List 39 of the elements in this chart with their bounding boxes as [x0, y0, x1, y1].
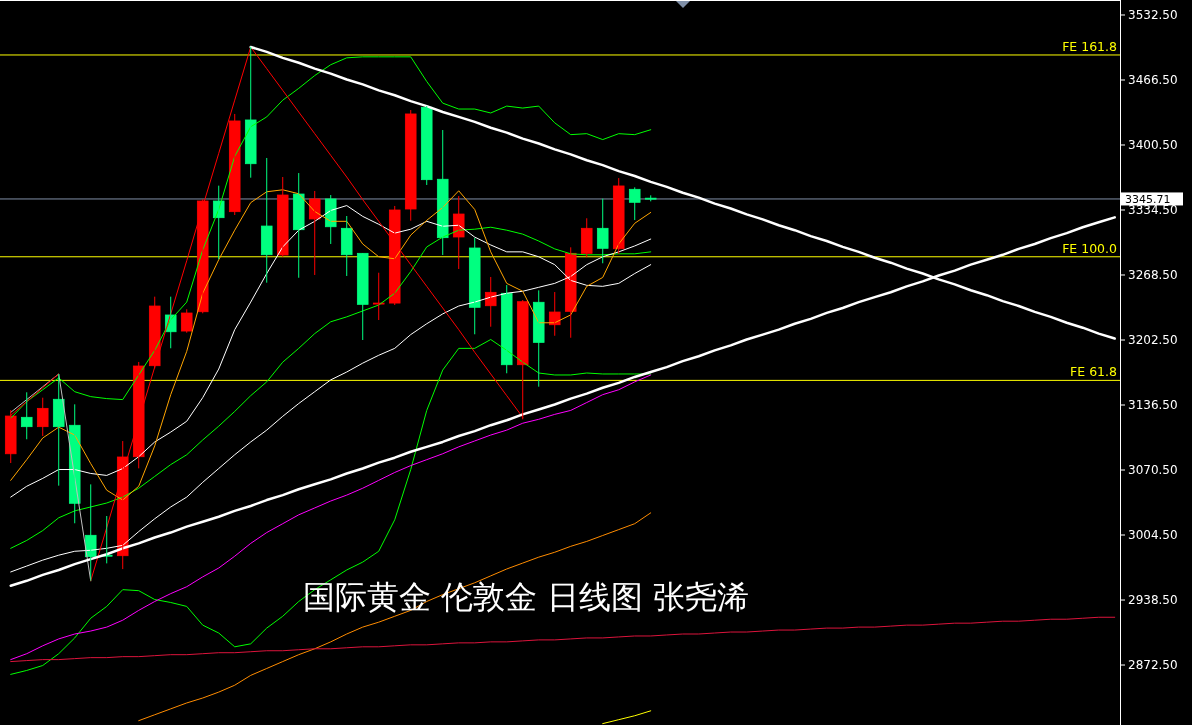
y-tick-label: 3070.50 [1128, 463, 1178, 477]
ref-line-label: FE 100.0 [1062, 240, 1117, 256]
ref-line-label: FE 61.8 [1070, 364, 1117, 380]
y-tick-label: 3004.50 [1128, 528, 1178, 542]
y-tick-label: 3136.50 [1128, 398, 1178, 412]
candlestick [356, 252, 369, 341]
candlestick [292, 172, 305, 279]
text: 国际黄金 伦敦金 日线图 张尧浠 [302, 578, 750, 616]
candlestick [372, 272, 385, 321]
candlestick [468, 237, 481, 335]
y-tick-label: 3532.50 [1128, 8, 1178, 22]
price-label: 3345.71 [1121, 192, 1183, 206]
candlestick [500, 284, 513, 374]
candlestick [628, 186, 641, 221]
ref-line-label: FE 161.8 [1062, 38, 1117, 54]
y-tick-label: 3268.50 [1128, 268, 1178, 282]
candlestick [532, 289, 545, 388]
y-tick-label: 3400.50 [1128, 138, 1178, 152]
candlestick [20, 391, 33, 440]
candlestick [580, 217, 593, 258]
candlestick [612, 177, 625, 255]
candlestick [276, 176, 289, 258]
candlestick [4, 409, 17, 464]
y-tick-label: 3202.50 [1128, 333, 1178, 347]
candlestick [260, 157, 273, 284]
y-tick-label: 3345.71 [1125, 192, 1171, 206]
candlestick [596, 198, 609, 264]
candlestick [180, 308, 193, 334]
y-tick-label: 3466.50 [1128, 73, 1178, 87]
candlestick [548, 291, 561, 337]
candlestick [452, 195, 465, 270]
y-tick-label: 2872.50 [1128, 658, 1178, 672]
candlestick [244, 46, 257, 179]
y-tick-label: 2938.50 [1128, 593, 1178, 607]
candlestick [516, 299, 529, 420]
candlestick [36, 397, 49, 437]
y-tick-label: 3334.50 [1128, 203, 1178, 217]
candlestick [308, 190, 321, 276]
candlestick [340, 215, 353, 277]
